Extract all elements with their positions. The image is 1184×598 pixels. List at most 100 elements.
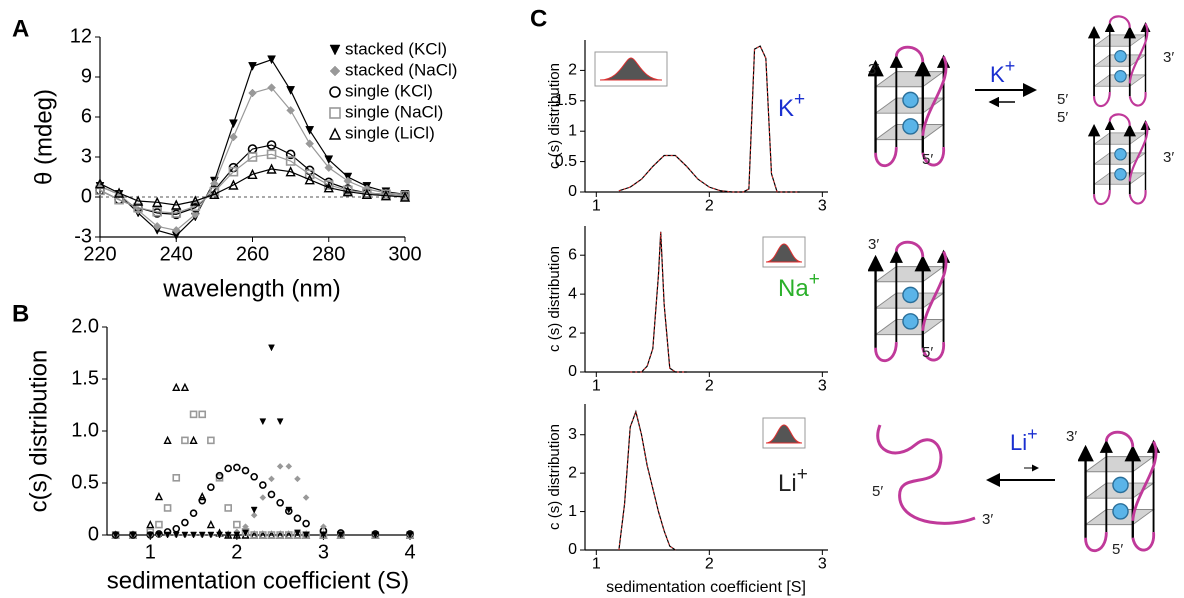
marker — [259, 418, 267, 426]
y-tick-label: 1 — [568, 503, 577, 520]
y-tick-label: 3 — [81, 145, 92, 167]
marker — [233, 520, 241, 529]
marker — [266, 140, 277, 150]
marker — [233, 531, 241, 539]
ion-charge: + — [809, 269, 820, 290]
y-tick-label: 2 — [568, 324, 577, 341]
y-tick-label: 0 — [568, 541, 577, 558]
marker — [286, 105, 295, 115]
marker — [172, 382, 181, 392]
marker — [171, 199, 182, 210]
marker — [267, 531, 276, 539]
ion-charge: + — [797, 464, 808, 485]
marker — [190, 201, 201, 212]
marker — [146, 520, 155, 529]
marker — [286, 86, 296, 95]
marker — [181, 436, 189, 445]
y-tick-label: 1 — [568, 122, 577, 139]
marker — [207, 531, 215, 539]
marker — [259, 481, 267, 489]
marker — [198, 491, 207, 501]
strand-end: 5′ — [1057, 91, 1068, 108]
marker — [305, 126, 315, 135]
marker — [224, 504, 232, 512]
marker — [224, 531, 232, 539]
x-tick-label: 1 — [592, 556, 601, 573]
marker — [276, 418, 284, 426]
marker — [146, 531, 154, 539]
marker — [190, 209, 200, 219]
ion-label: K+ — [778, 89, 805, 122]
strand-end: 3′ — [1066, 428, 1077, 445]
marker — [406, 531, 414, 539]
x-tick-label: 300 — [388, 243, 421, 265]
x-tick-label: 240 — [160, 243, 193, 265]
marker — [206, 520, 216, 529]
marker — [328, 127, 342, 140]
line — [630, 231, 687, 373]
ion: K — [778, 95, 794, 122]
marker — [285, 463, 293, 470]
marker — [114, 194, 124, 205]
marker — [207, 436, 215, 445]
x-tick-label: 2 — [705, 198, 714, 215]
marker — [285, 506, 293, 514]
marker — [323, 180, 334, 190]
inset — [594, 51, 668, 87]
ion: Na — [778, 275, 809, 302]
marker — [248, 88, 257, 98]
y-tick-label: 2.0 — [71, 315, 99, 337]
marker — [228, 179, 239, 190]
y-axis-label: c(s) distribution — [25, 350, 52, 513]
marker — [198, 496, 207, 505]
marker — [293, 514, 302, 523]
line — [99, 144, 406, 215]
marker — [242, 529, 249, 537]
marker — [268, 475, 275, 483]
ion-label: Na+ — [778, 269, 820, 302]
marker — [259, 531, 267, 539]
marker — [320, 531, 327, 539]
marker — [172, 473, 181, 482]
marker — [224, 464, 232, 473]
marker — [342, 186, 353, 197]
marker — [229, 119, 238, 129]
fit-line — [630, 231, 687, 373]
marker — [276, 531, 284, 539]
y-tick-label: 0 — [88, 523, 99, 545]
y-tick-label: 0 — [81, 185, 92, 207]
y-tick-label: 2 — [568, 62, 577, 79]
marker — [304, 174, 315, 185]
fit-line — [618, 45, 800, 193]
marker — [190, 531, 197, 539]
inset — [762, 417, 806, 449]
marker — [285, 166, 296, 177]
marker — [266, 149, 277, 160]
marker — [361, 188, 373, 200]
marker — [268, 344, 275, 352]
strand-end: 5′ — [922, 151, 933, 168]
marker — [380, 190, 392, 201]
marker — [155, 520, 163, 529]
marker — [216, 531, 223, 539]
coil — [876, 424, 976, 525]
marker — [329, 107, 341, 119]
marker — [171, 225, 181, 235]
y-axis-label: c (s) distribution — [546, 63, 563, 169]
marker — [95, 185, 105, 196]
x-axis-label: sedimentation coefficient (S) — [107, 567, 409, 594]
marker — [304, 169, 315, 180]
marker — [189, 509, 198, 517]
marker — [198, 410, 207, 419]
marker — [267, 83, 276, 93]
marker — [305, 139, 315, 149]
x-tick-label: 280 — [312, 243, 345, 265]
ion: K — [990, 62, 1005, 87]
quadruplex — [876, 47, 947, 166]
marker — [190, 195, 201, 206]
marker — [250, 472, 258, 481]
marker — [112, 531, 120, 539]
marker — [267, 490, 276, 499]
panel-label: A — [12, 15, 29, 42]
x-tick-label: 1 — [592, 198, 601, 215]
